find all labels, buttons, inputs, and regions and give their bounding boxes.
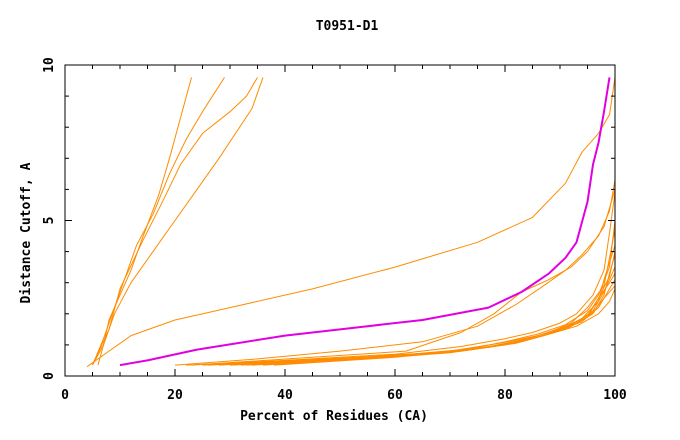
x-axis-label: Percent of Residues (CA): [240, 409, 428, 424]
series-line-5: [86, 77, 616, 368]
y-tick-label: 5: [42, 217, 57, 225]
series-line-13: [251, 254, 616, 366]
series-line-12: [240, 251, 616, 366]
highlight-layer: [119, 77, 611, 367]
x-tick-label: 60: [387, 388, 403, 403]
x-tick-label: 20: [167, 388, 183, 403]
series-line-8: [185, 192, 616, 366]
series-layer: [86, 77, 616, 368]
highlight-series-line: [119, 77, 611, 367]
x-tick-label: 0: [61, 388, 69, 403]
series-line-2: [92, 77, 225, 366]
series-line-15: [207, 273, 616, 366]
x-tick-label: 80: [497, 388, 513, 403]
series-line-18: [246, 288, 616, 366]
tick-layer: 0 20 40 60 80 100 0 5 10: [42, 57, 627, 403]
y-axis-label: Distance Cutoff, A: [19, 162, 34, 303]
x-tick-label: 100: [603, 388, 627, 403]
series-line-10: [218, 229, 616, 366]
series-line-7: [191, 189, 616, 366]
series-line-3: [92, 77, 264, 366]
series-line-4: [92, 77, 258, 366]
chart-title: T0951-D1: [316, 19, 379, 34]
x-tick-label: 40: [277, 388, 293, 403]
y-tick-label: 10: [42, 57, 57, 73]
series-line-11: [229, 245, 616, 366]
y-tick-label: 0: [42, 372, 57, 380]
